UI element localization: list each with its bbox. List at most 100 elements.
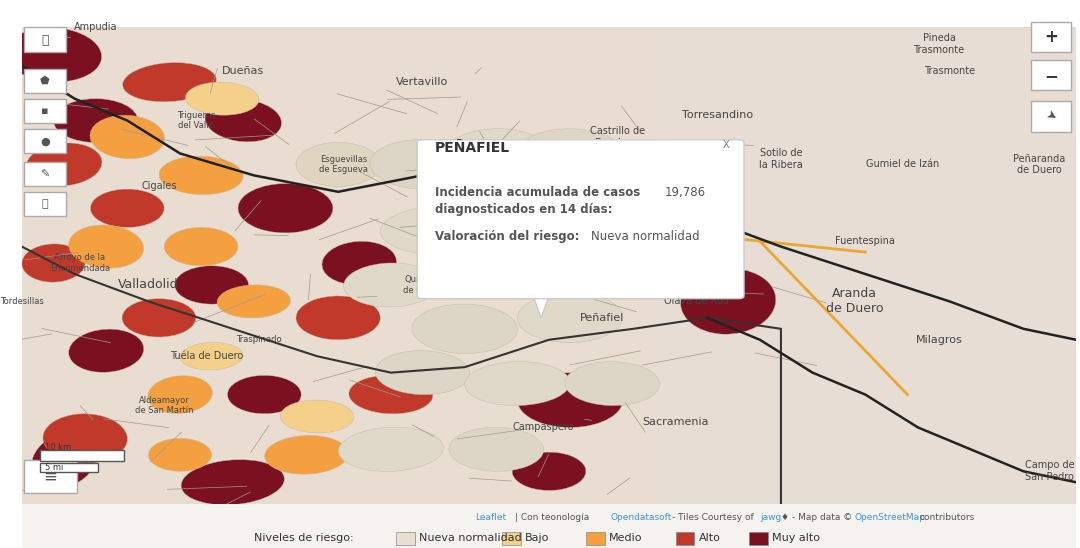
Ellipse shape (22, 244, 85, 282)
Ellipse shape (322, 241, 396, 285)
Text: −: − (1044, 67, 1057, 84)
Bar (654, 27, 1076, 510)
Text: 19,786: 19,786 (665, 186, 706, 199)
Text: ▪: ▪ (41, 106, 49, 116)
Text: Fuentespina: Fuentespina (835, 236, 895, 246)
Bar (24, 99, 66, 123)
Text: Esguevillas
de Esgueva: Esguevillas de Esgueva (319, 155, 368, 174)
Text: X: X (723, 140, 729, 150)
Ellipse shape (43, 414, 127, 463)
Bar (1030, 60, 1071, 90)
Ellipse shape (31, 433, 96, 488)
Ellipse shape (343, 263, 438, 307)
Text: Vertavillo: Vertavillo (396, 77, 448, 87)
Text: Ólava de Roa: Ólava de Roa (664, 296, 729, 306)
Ellipse shape (449, 427, 543, 471)
Text: ≡: ≡ (43, 468, 57, 486)
Bar (24, 27, 66, 52)
Text: OpenStreetMap: OpenStreetMap (854, 513, 926, 522)
Ellipse shape (411, 304, 517, 353)
Ellipse shape (205, 99, 282, 142)
Text: Trasmonte: Trasmonte (924, 66, 975, 76)
Ellipse shape (5, 28, 102, 82)
Text: jawg: jawg (760, 513, 781, 522)
Text: Pineda
Trasmonte: Pineda Trasmonte (914, 33, 964, 55)
Text: Campo de
San Pedro: Campo de San Pedro (1025, 460, 1075, 482)
Text: Valoración del riesgo:: Valoración del riesgo: (435, 230, 580, 243)
Text: 🗑: 🗑 (42, 199, 49, 209)
Text: ♦ - Map data ©: ♦ - Map data © (781, 513, 852, 522)
Ellipse shape (375, 351, 470, 395)
Ellipse shape (217, 285, 291, 318)
Text: Tordesillas: Tordesillas (0, 297, 44, 306)
Text: Sotilo de
la Ribera: Sotilo de la Ribera (759, 148, 802, 170)
Text: 5 mi: 5 mi (45, 463, 64, 472)
Text: Traspinedo: Traspinedo (237, 335, 282, 344)
Text: Sacramenia: Sacramenia (643, 417, 708, 427)
Ellipse shape (181, 460, 284, 505)
Text: Campaspero: Campaspero (513, 423, 575, 432)
Ellipse shape (464, 362, 570, 406)
Polygon shape (534, 296, 549, 318)
Bar (24, 192, 66, 216)
Ellipse shape (296, 296, 380, 340)
Text: ●: ● (40, 136, 50, 146)
Ellipse shape (69, 329, 144, 372)
Ellipse shape (565, 362, 660, 406)
Ellipse shape (280, 400, 354, 433)
Bar (40, 463, 98, 472)
Text: Nueva normalidad: Nueva normalidad (419, 533, 522, 543)
Ellipse shape (680, 269, 775, 334)
Ellipse shape (338, 427, 443, 471)
Text: +: + (1044, 28, 1057, 46)
Text: Opendatasoft: Opendatasoft (610, 513, 672, 522)
Ellipse shape (164, 227, 238, 266)
Text: Arroyo de la
Encomendada: Arroyo de la Encomendada (50, 253, 110, 273)
Text: contributors: contributors (919, 513, 974, 522)
Ellipse shape (497, 225, 602, 269)
Text: Valladolid: Valladolid (118, 278, 178, 292)
Ellipse shape (370, 140, 475, 189)
Text: 10 km: 10 km (45, 443, 71, 452)
Text: Incidencia acumulada de casos
diagnosticados en 14 días:: Incidencia acumulada de casos diagnostic… (435, 186, 640, 216)
Text: Torresandino: Torresandino (683, 110, 753, 120)
Text: Aldeamayor
de San Martín: Aldeamayor de San Martín (135, 396, 193, 415)
Text: Peñaranda
de Duero: Peñaranda de Duero (1013, 153, 1065, 175)
Ellipse shape (444, 129, 549, 178)
Text: Gumiel de Izán: Gumiel de Izán (865, 159, 939, 169)
Ellipse shape (54, 99, 138, 142)
Text: ➤: ➤ (1043, 109, 1058, 125)
Text: | Con teonología: | Con teonología (515, 513, 590, 522)
Bar (750, 532, 768, 545)
Text: Tuéla de Duero: Tuéla de Duero (170, 351, 243, 361)
Text: Milagros: Milagros (916, 335, 962, 345)
Ellipse shape (238, 184, 333, 233)
Text: - Tiles Courtesy of: - Tiles Courtesy of (673, 513, 754, 522)
Text: Melado: Melado (110, 510, 145, 520)
Ellipse shape (517, 129, 623, 178)
Text: Ampudia: Ampudia (73, 22, 118, 32)
Bar (40, 450, 124, 461)
Text: Trigueros
del Valle: Trigueros del Valle (176, 111, 215, 130)
Bar (24, 460, 77, 493)
Ellipse shape (159, 156, 243, 195)
Text: Aranda
de Duero: Aranda de Duero (826, 287, 883, 316)
Text: Quintanilla
de Onésimo: Quintanilla de Onésimo (403, 275, 453, 295)
Text: Peñafiel: Peñafiel (580, 313, 624, 323)
Ellipse shape (91, 189, 164, 227)
Text: Vallelado: Vallelado (359, 521, 403, 531)
Ellipse shape (69, 225, 144, 268)
Text: ⬟: ⬟ (40, 76, 50, 86)
Text: Dueñas: Dueñas (222, 66, 265, 76)
Text: ✎: ✎ (40, 169, 50, 179)
Ellipse shape (512, 452, 585, 490)
Text: Alto: Alto (699, 533, 720, 543)
Ellipse shape (180, 342, 243, 370)
Ellipse shape (296, 142, 380, 186)
Ellipse shape (517, 373, 623, 427)
Bar (1030, 101, 1071, 132)
Bar (585, 532, 605, 545)
Bar (22, 504, 1076, 548)
Text: Cigales: Cigales (141, 181, 177, 191)
Ellipse shape (349, 375, 433, 414)
